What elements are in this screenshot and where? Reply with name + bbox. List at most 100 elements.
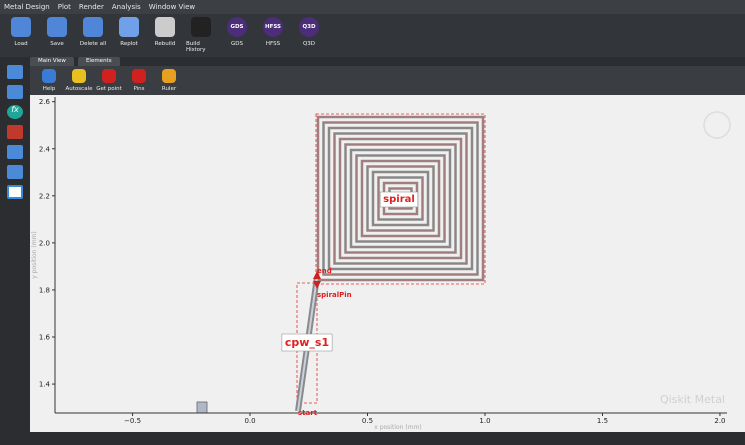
spiral-turn-outline xyxy=(339,138,462,259)
plot-tool-label: Help xyxy=(42,86,56,92)
component-label: start xyxy=(298,409,318,417)
plot-tool-icon xyxy=(162,69,176,83)
toolbar-icon xyxy=(155,17,175,37)
toolbar-icon xyxy=(119,17,139,37)
tab[interactable]: Main View xyxy=(30,57,74,66)
plot-tool-icon xyxy=(42,69,56,83)
toolbar-icon: HFSS xyxy=(263,17,283,37)
toolbar-button[interactable]: Build History xyxy=(186,14,216,57)
spiral-turn-outline xyxy=(361,160,440,237)
spiral-turn-outline xyxy=(323,122,478,275)
spiral-turn xyxy=(327,126,474,271)
toolbar-label: Delete all xyxy=(79,41,107,47)
main-toolbar: Load Save Delete all Replot Rebuild Build His… xyxy=(0,14,745,57)
spiral-turn-outline xyxy=(345,144,456,253)
menu-item[interactable]: Metal Design xyxy=(4,3,50,11)
spiral-turn xyxy=(349,148,452,249)
plot-tool-icon xyxy=(72,69,86,83)
layout-geometry xyxy=(196,113,486,414)
toolbar-icon: Q3D xyxy=(299,17,319,37)
plot-tool-label: Pins xyxy=(133,86,145,92)
component-label: end xyxy=(317,267,332,275)
toolbar-label: Q3D xyxy=(302,41,316,47)
spiral-turn-outline xyxy=(356,155,445,242)
x-tick-label: 1.5 xyxy=(597,417,608,425)
menu-item[interactable]: Window View xyxy=(148,3,196,11)
menu-item[interactable]: Plot xyxy=(57,3,71,11)
plot-tool-icon xyxy=(132,69,146,83)
status-bar xyxy=(30,432,745,445)
component-label: spiral xyxy=(383,194,415,205)
toolbar-label: Load xyxy=(14,41,28,47)
toolbar-button[interactable]: Rebuild xyxy=(150,14,180,57)
spiral-turn-outline xyxy=(367,166,434,231)
menu-item[interactable]: Render xyxy=(78,3,104,11)
x-tick-label: 0.5 xyxy=(362,417,373,425)
tab-bar: Main View Elements xyxy=(30,57,120,66)
sidebar-icon[interactable] xyxy=(7,125,23,139)
y-tick-label: 2.6 xyxy=(39,98,51,106)
toolbar-button[interactable]: GDS GDS xyxy=(222,14,252,57)
toolbar-label: Replot xyxy=(120,41,138,47)
sidebar: fx xyxy=(0,57,30,445)
plot-tool-label: Autoscale xyxy=(65,86,93,92)
toolbar-label: Build History xyxy=(186,41,206,53)
x-tick-label: −0.5 xyxy=(124,417,141,425)
plot-tool[interactable]: Ruler xyxy=(156,66,182,95)
tab[interactable]: Elements xyxy=(77,57,120,66)
plot-tool-icon xyxy=(102,69,116,83)
sidebar-icon[interactable] xyxy=(7,145,23,159)
component-label: cpw_s1 xyxy=(285,336,329,349)
spiral-turn-outline xyxy=(378,177,423,220)
plot-tool-label: Ruler xyxy=(161,86,177,92)
toolbar-icon: GDS xyxy=(227,17,247,37)
spiral-bbox xyxy=(315,113,486,285)
label-box xyxy=(281,333,333,352)
menu-bar: Metal Design Plot Render Analysis Window Vie… xyxy=(0,0,745,14)
sidebar-icon[interactable] xyxy=(7,185,23,199)
sidebar-fx[interactable]: fx xyxy=(7,105,23,119)
y-tick-label: 1.4 xyxy=(39,381,51,389)
toolbar-label: HFSS xyxy=(265,41,281,47)
x-tick-label: 2.0 xyxy=(714,417,725,425)
toolbar-label: Save xyxy=(50,41,64,47)
y-axis-label: y position (mm) xyxy=(31,231,38,279)
toolbar-button[interactable]: Load xyxy=(6,14,36,57)
toolbar-button[interactable]: Save xyxy=(42,14,72,57)
sidebar-icon[interactable] xyxy=(7,85,23,99)
toolbar-icon xyxy=(47,17,67,37)
spiral-turn-outline xyxy=(317,116,484,281)
watermark: Qiskit Metal xyxy=(660,393,725,406)
plot-tool[interactable]: Help xyxy=(36,66,62,95)
toolbar-button[interactable]: Q3D Q3D xyxy=(294,14,324,57)
menu-item[interactable]: Analysis xyxy=(111,3,141,11)
spiral-turn-outline xyxy=(334,133,467,264)
pin-arrow xyxy=(313,271,321,289)
plot-area: x position (mm) y position (mm) Qiskit M… xyxy=(30,95,745,432)
toolbar-icon xyxy=(11,17,31,37)
sidebar-icon[interactable] xyxy=(7,165,23,179)
toolbar-icon xyxy=(83,17,103,37)
spiral-turn xyxy=(371,170,430,227)
toolbar-label: Rebuild xyxy=(154,41,176,47)
toolbar-icon xyxy=(191,17,211,37)
y-tick-label: 2.4 xyxy=(39,145,51,153)
y-tick-label: 2.2 xyxy=(39,192,50,200)
plot-toolbar: Help Autoscale Get point Pins Ruler xyxy=(30,66,745,95)
plot-tool[interactable]: Get point xyxy=(96,66,122,95)
y-tick-label: 1.6 xyxy=(39,334,51,342)
toolbar-button[interactable]: Replot xyxy=(114,14,144,57)
label-box xyxy=(379,191,419,208)
plot-tool[interactable]: Pins xyxy=(126,66,152,95)
component-label: spiralPin xyxy=(317,291,352,299)
x-axis-label: x position (mm) xyxy=(374,424,422,431)
sidebar-icon[interactable] xyxy=(7,65,23,79)
y-tick-label: 1.8 xyxy=(39,286,50,294)
plot-tool-label: Get point xyxy=(96,86,122,92)
toolbar-button[interactable]: Delete all xyxy=(78,14,108,57)
toolbar-button[interactable]: HFSS HFSS xyxy=(258,14,288,57)
plot-tool[interactable]: Autoscale xyxy=(66,66,92,95)
x-tick-label: 1.0 xyxy=(479,417,490,425)
x-tick-label: 0.0 xyxy=(244,417,255,425)
